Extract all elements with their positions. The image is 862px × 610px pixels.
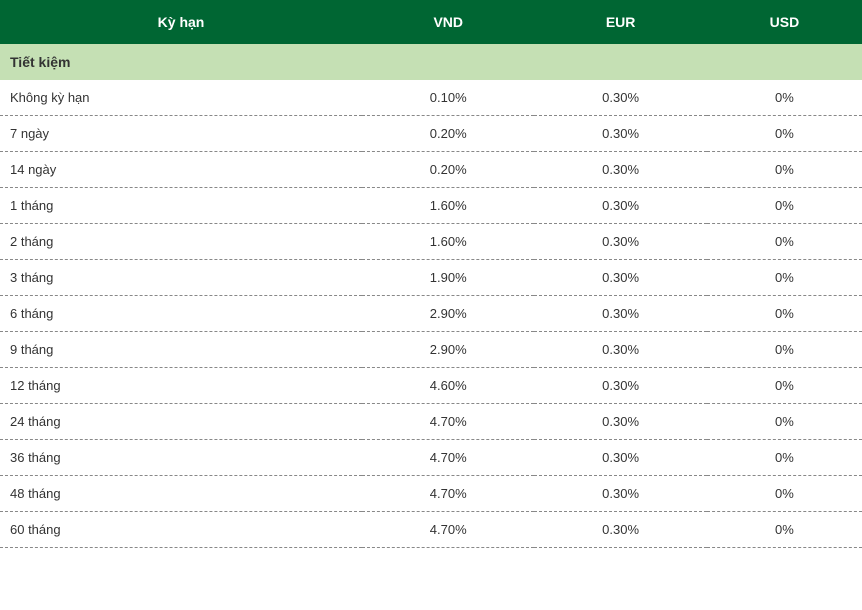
table-body: Tiết kiệm Không kỳ hạn 0.10% 0.30% 0% 7 … [0,44,862,548]
cell-term: 7 ngày [0,116,362,152]
cell-term: 1 tháng [0,188,362,224]
table-row: 36 tháng 4.70% 0.30% 0% [0,440,862,476]
cell-term: Không kỳ hạn [0,80,362,116]
table-row: 12 tháng 4.60% 0.30% 0% [0,368,862,404]
cell-usd: 0% [707,332,862,368]
cell-vnd: 2.90% [362,296,534,332]
cell-term: 24 tháng [0,404,362,440]
rates-table: Kỳ hạn VND EUR USD Tiết kiệm Không kỳ hạ… [0,0,862,548]
cell-vnd: 4.70% [362,512,534,548]
table-row: 14 ngày 0.20% 0.30% 0% [0,152,862,188]
cell-vnd: 4.70% [362,476,534,512]
cell-usd: 0% [707,476,862,512]
cell-eur: 0.30% [534,188,706,224]
cell-term: 9 tháng [0,332,362,368]
cell-usd: 0% [707,152,862,188]
cell-vnd: 0.20% [362,152,534,188]
cell-term: 36 tháng [0,440,362,476]
cell-vnd: 4.70% [362,440,534,476]
header-vnd: VND [362,0,534,44]
table-row: 24 tháng 4.70% 0.30% 0% [0,404,862,440]
section-title: Tiết kiệm [0,44,862,80]
cell-vnd: 4.60% [362,368,534,404]
cell-term: 2 tháng [0,224,362,260]
cell-usd: 0% [707,440,862,476]
cell-eur: 0.30% [534,80,706,116]
cell-vnd: 0.20% [362,116,534,152]
cell-eur: 0.30% [534,296,706,332]
table-row: 60 tháng 4.70% 0.30% 0% [0,512,862,548]
table-row: 2 tháng 1.60% 0.30% 0% [0,224,862,260]
cell-usd: 0% [707,368,862,404]
cell-eur: 0.30% [534,368,706,404]
cell-eur: 0.30% [534,152,706,188]
cell-eur: 0.30% [534,260,706,296]
header-usd: USD [707,0,862,44]
table-row: 6 tháng 2.90% 0.30% 0% [0,296,862,332]
cell-eur: 0.30% [534,116,706,152]
cell-vnd: 0.10% [362,80,534,116]
cell-term: 14 ngày [0,152,362,188]
cell-vnd: 1.90% [362,260,534,296]
cell-usd: 0% [707,260,862,296]
cell-vnd: 2.90% [362,332,534,368]
cell-eur: 0.30% [534,404,706,440]
header-row: Kỳ hạn VND EUR USD [0,0,862,44]
table-row: 48 tháng 4.70% 0.30% 0% [0,476,862,512]
cell-term: 6 tháng [0,296,362,332]
header-term: Kỳ hạn [0,0,362,44]
cell-term: 12 tháng [0,368,362,404]
table-row: 1 tháng 1.60% 0.30% 0% [0,188,862,224]
cell-term: 60 tháng [0,512,362,548]
cell-usd: 0% [707,188,862,224]
cell-usd: 0% [707,296,862,332]
cell-term: 48 tháng [0,476,362,512]
cell-usd: 0% [707,512,862,548]
cell-vnd: 1.60% [362,224,534,260]
table-row: 3 tháng 1.90% 0.30% 0% [0,260,862,296]
cell-eur: 0.30% [534,224,706,260]
cell-usd: 0% [707,116,862,152]
table-row: 9 tháng 2.90% 0.30% 0% [0,332,862,368]
cell-eur: 0.30% [534,440,706,476]
cell-usd: 0% [707,404,862,440]
rates-table-container: Kỳ hạn VND EUR USD Tiết kiệm Không kỳ hạ… [0,0,862,548]
cell-eur: 0.30% [534,512,706,548]
cell-usd: 0% [707,224,862,260]
cell-usd: 0% [707,80,862,116]
section-row: Tiết kiệm [0,44,862,80]
cell-vnd: 1.60% [362,188,534,224]
cell-vnd: 4.70% [362,404,534,440]
table-row: 7 ngày 0.20% 0.30% 0% [0,116,862,152]
cell-eur: 0.30% [534,332,706,368]
table-header: Kỳ hạn VND EUR USD [0,0,862,44]
cell-eur: 0.30% [534,476,706,512]
table-row: Không kỳ hạn 0.10% 0.30% 0% [0,80,862,116]
cell-term: 3 tháng [0,260,362,296]
header-eur: EUR [534,0,706,44]
